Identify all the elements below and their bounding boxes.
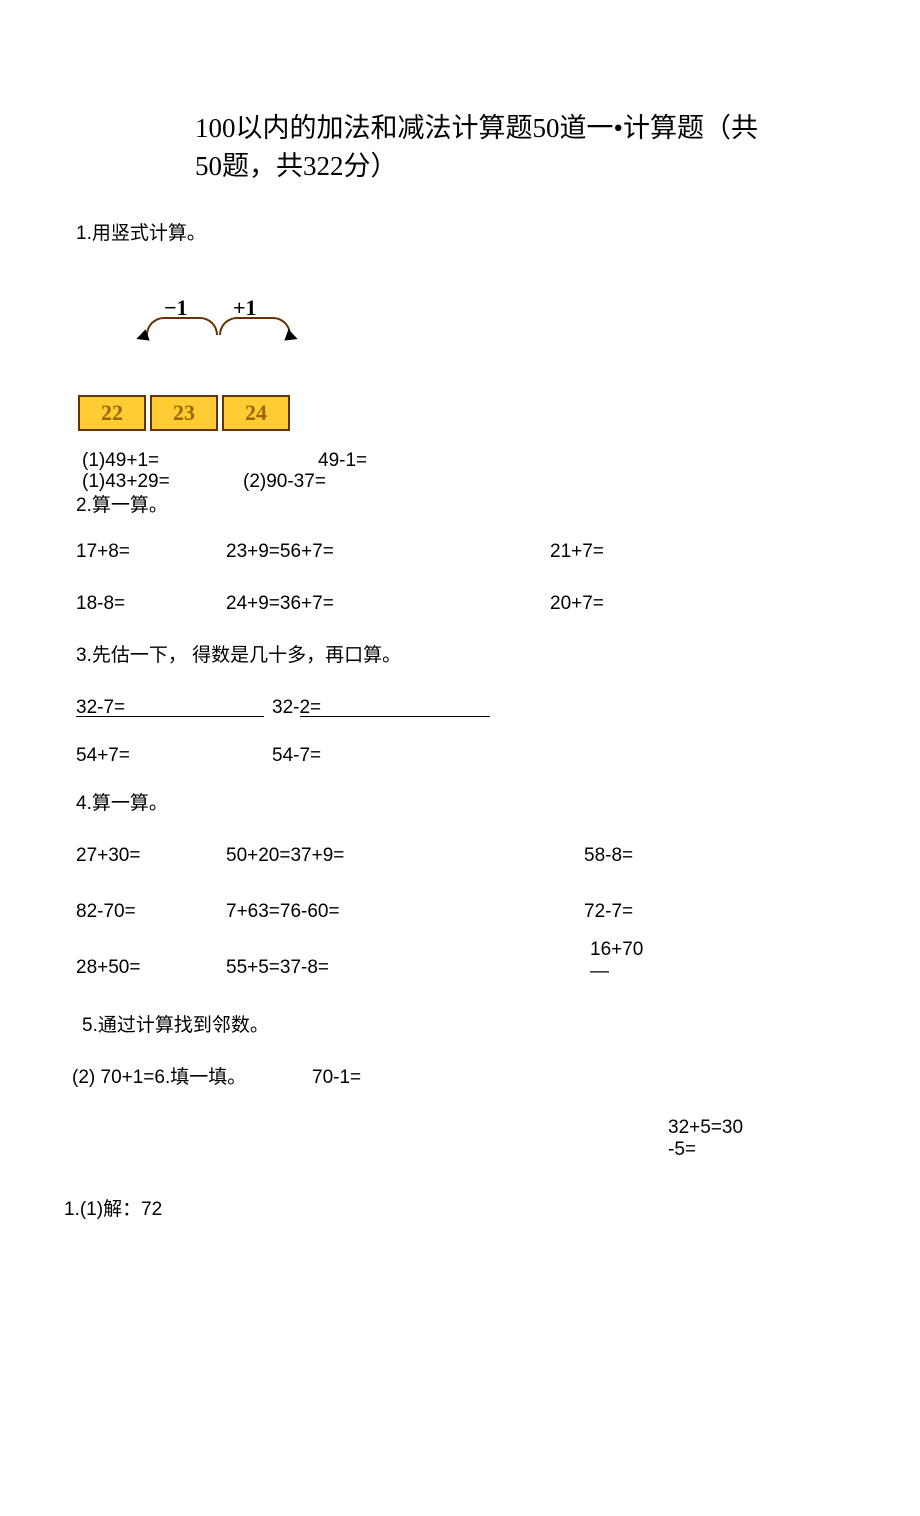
q4-row3-c2: 55+5=37-8= [226, 956, 329, 981]
neighbor-diagram: −1 +1 22 23 24 [78, 295, 298, 431]
q4-row2-c1: 82-70= [76, 900, 136, 925]
q4-row1-c1: 27+30= [76, 844, 140, 869]
arc-left [146, 317, 218, 335]
box-23: 23 [150, 395, 218, 431]
q1-sub2b: (2)90-37= [243, 470, 326, 495]
arrow-right [284, 329, 299, 344]
question-1: 1.用竖式计算。 [76, 218, 206, 245]
arc-right [219, 317, 291, 335]
q4-row2-c2: 7+63=76-60= [226, 900, 340, 925]
q1-sub2: (1)43+29= [82, 470, 170, 495]
q3-row2-c2: 54-7= [272, 744, 321, 769]
box-22: 22 [78, 395, 146, 431]
q4-row3-c4b: — [590, 960, 609, 985]
question-4: 4.算一算。 [76, 792, 168, 817]
q4-row2-c4: 72-7= [584, 900, 633, 925]
number-boxes: 22 23 24 [78, 395, 298, 431]
box-24: 24 [222, 395, 290, 431]
q2-row1-c4: 21+7= [550, 540, 604, 565]
q6-row2: -5= [668, 1138, 696, 1163]
underline-left [76, 716, 264, 717]
q4-row3-c1: 28+50= [76, 956, 140, 981]
q4-row3-c4: 16+70 [590, 938, 643, 963]
question-5: 5.通过计算找到邻数。 [82, 1014, 269, 1039]
q3-row2-c1: 54+7= [76, 744, 130, 769]
q2-row2-c4: 20+7= [550, 592, 604, 617]
q4-row1-c4: 58-8= [584, 844, 633, 869]
q2-row1-c1: 17+8= [76, 540, 130, 565]
answer-1: 1.(1)解：72 [64, 1198, 162, 1223]
q6-row1: 32+5=30 [668, 1116, 743, 1141]
page-title: 100以内的加法和减法计算题50道一•计算题（共50题，共322分） [195, 110, 775, 186]
q4-row1-c2: 50+20=37+9= [226, 844, 344, 869]
question-3: 3.先估一下， 得数是几十多，再口算。 [76, 644, 401, 669]
q2-row2-c1: 18-8= [76, 592, 125, 617]
q5-row1: (2) 70+1=6.填一填。 [72, 1066, 246, 1091]
underline-right [300, 716, 490, 717]
q2-row1-c2: 23+9=56+7= [226, 540, 334, 565]
q2-row2-c2: 24+9=36+7= [226, 592, 334, 617]
q5-row1-c2: 70-1= [312, 1066, 361, 1091]
question-2: 2.算一算。 [76, 494, 168, 519]
